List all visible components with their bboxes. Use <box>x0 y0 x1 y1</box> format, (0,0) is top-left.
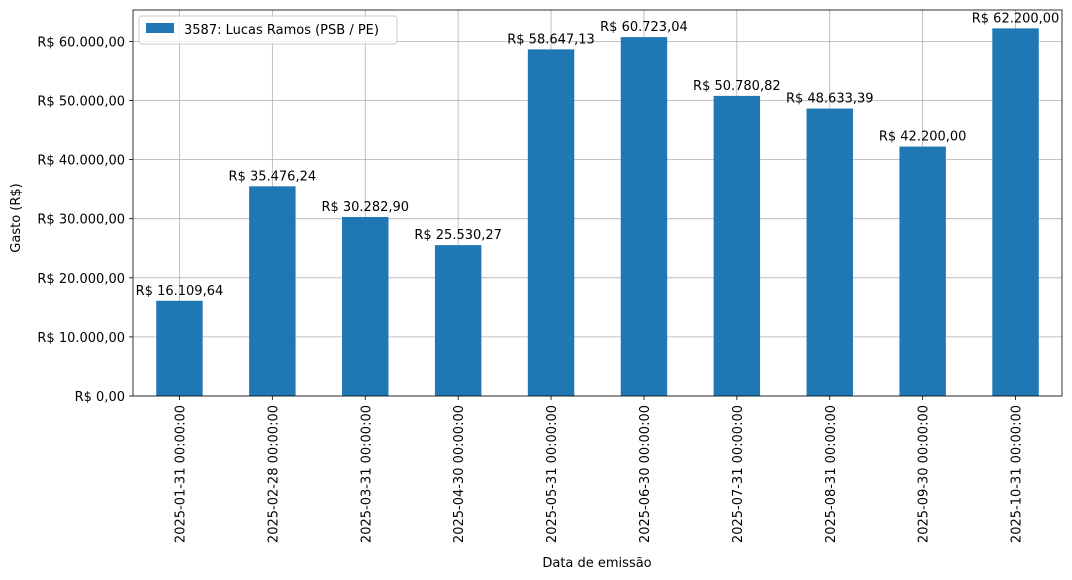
x-tick-label: 2025-04-30 00:00:00 <box>452 405 467 543</box>
bar <box>899 146 946 396</box>
y-tick-label: R$ 30.000,00 <box>37 213 125 228</box>
x-axis-label: Data de emissão <box>542 556 651 571</box>
bar-value-label: R$ 58.647,13 <box>507 32 595 47</box>
legend-label: 3587: Lucas Ramos (PSB / PE) <box>184 23 379 38</box>
bar-value-label: R$ 62.200,00 <box>972 11 1060 26</box>
x-tick-label: 2025-10-31 00:00:00 <box>1010 405 1025 543</box>
y-tick-label: R$ 40.000,00 <box>37 154 125 169</box>
x-tick-label: 2025-03-31 00:00:00 <box>359 405 374 543</box>
y-tick-label: R$ 60.000,00 <box>37 35 125 50</box>
bar <box>806 108 853 396</box>
x-tick-label: 2025-02-28 00:00:00 <box>266 405 281 543</box>
bar <box>713 95 761 397</box>
y-tick-label: R$ 10.000,00 <box>37 331 125 346</box>
bars-layer <box>156 28 1039 397</box>
data-labels-layer: R$ 16.109,64 R$ 35.476,24 R$ 30.282,90 R$ 2… <box>136 11 1060 298</box>
x-tick-label: 2025-01-31 00:00:00 <box>173 405 188 543</box>
x-tick-label: 2025-07-31 00:00:00 <box>731 405 746 543</box>
y-tick-label: R$ 50.000,00 <box>37 94 125 109</box>
bar <box>434 245 482 396</box>
bar <box>342 217 389 396</box>
bar-value-label: R$ 16.109,64 <box>136 284 224 299</box>
legend: 3587: Lucas Ramos (PSB / PE) <box>138 15 398 45</box>
bar-value-label: R$ 35.476,24 <box>229 169 317 184</box>
x-tick-label: 2025-08-31 00:00:00 <box>824 405 839 543</box>
x-tick-label: 2025-09-30 00:00:00 <box>917 405 932 543</box>
bar-value-label: R$ 25.530,27 <box>414 228 502 243</box>
bar-value-label: R$ 50.780,82 <box>693 79 781 94</box>
legend-box <box>138 15 398 45</box>
x-tick-label: 2025-05-31 00:00:00 <box>545 405 560 543</box>
y-tick-label: R$ 0,00 <box>75 390 125 405</box>
y-axis-label: Gasto (R$) <box>9 183 24 252</box>
legend-swatch <box>146 23 174 33</box>
x-tick-label: 2025-06-30 00:00:00 <box>638 405 653 543</box>
bar <box>249 186 296 396</box>
bar-value-label: R$ 48.633,39 <box>786 92 874 107</box>
y-tick-label: R$ 20.000,00 <box>37 272 125 287</box>
bar-value-label: R$ 42.200,00 <box>879 130 967 145</box>
plot-frame <box>132 9 1063 397</box>
bar-value-label: R$ 30.282,90 <box>321 200 409 215</box>
bar <box>992 28 1039 397</box>
axes-layer: R$ 0,00 R$ 10.000,00 R$ 20.000,00 R$ 30.000… <box>37 9 1063 543</box>
bar <box>527 49 575 396</box>
bar <box>156 300 203 396</box>
bar <box>620 37 668 396</box>
bar-value-label: R$ 60.723,04 <box>600 20 688 35</box>
